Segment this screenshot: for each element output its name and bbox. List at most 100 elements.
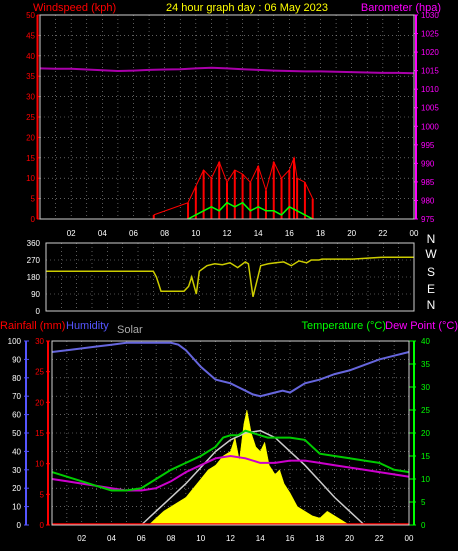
barometer-tick-label: 980 (421, 196, 435, 205)
wind-average-line (187, 201, 314, 220)
wind-speed-series (152, 155, 314, 220)
windspeed-tick-label: 5 (31, 195, 36, 204)
direction-panel-frame (45, 242, 415, 312)
solar-series (140, 409, 365, 526)
temperature-axes: 0 10 20 30 40 50 60 70 80 90 100 0 5 10 15 20 25 30 0 5 10 15… (8, 337, 431, 530)
humidity-tick-label: 10 (12, 503, 21, 512)
windspeed-tick-label: 10 (26, 174, 35, 183)
temperature-tick-label: 35 (421, 360, 430, 369)
temperature-x-tick-label: 10 (196, 534, 205, 543)
windspeed-tick-label: 20 (26, 133, 35, 142)
temperature-line (51, 429, 410, 492)
barometer-axis: 975 980 985 990 995 1000 1005 1010 1015 1020 1025 1… (414, 11, 439, 224)
temperature-tick-label: 10 (421, 475, 430, 484)
barometer-tick-label: 990 (421, 159, 435, 168)
barometer-tick-label: 1025 (421, 30, 439, 39)
windspeed-tick-label: 40 (26, 52, 35, 61)
barometer-tick-label: 1010 (421, 85, 439, 94)
barometer-axis-label: Barometer (hpa) (361, 2, 441, 14)
direction-tick-label: 360 (27, 239, 41, 248)
temperature-x-tick-label: 14 (256, 534, 265, 543)
wind-x-tick-label: 04 (98, 229, 107, 238)
temperature-tick-label: 25 (421, 406, 430, 415)
temperature-tick-label: 0 (421, 521, 426, 530)
windspeed-axis-label: Windspeed (kph) (33, 2, 116, 14)
barometer-tick-label: 995 (421, 141, 435, 150)
barometer-series (39, 66, 415, 75)
wind-x-axis: 02 04 06 08 10 12 14 16 18 20 22 00 (67, 229, 419, 238)
wind-x-tick-label: 06 (129, 229, 138, 238)
wind-x-tick-label: 02 (67, 229, 76, 238)
windspeed-tick-label: 30 (26, 93, 35, 102)
humidity-tick-label: 40 (12, 447, 21, 456)
humidity-tick-label: 80 (12, 374, 21, 383)
rainfall-tick-label: 0 (40, 521, 45, 530)
temperature-x-tick-label: 02 (77, 534, 86, 543)
barometer-tick-label: 1000 (421, 122, 439, 131)
windspeed-tick-label: 35 (26, 72, 35, 81)
rainfall-tick-label: 30 (35, 337, 44, 346)
windspeed-tick-label: 45 (26, 31, 35, 40)
temperature-tick-label: 20 (421, 429, 430, 438)
temperature-x-tick-label: 18 (315, 534, 324, 543)
wind-x-tick-label: 14 (254, 229, 263, 238)
temperature-panel: Rainfall (mm) Humidity Solar Temperature… (0, 320, 458, 543)
temperature-x-tick-label: 12 (226, 534, 235, 543)
compass-letter: N (427, 298, 436, 312)
wind-x-tick-label: 12 (223, 229, 232, 238)
solar-measured-area (148, 409, 351, 526)
wind-x-tick-label: 18 (316, 229, 325, 238)
wind-x-tick-label: 00 (410, 229, 419, 238)
temperature-x-axis: 02 04 06 08 10 12 14 16 18 20 22 00 (77, 534, 414, 543)
direction-tick-label: 90 (31, 290, 40, 299)
humidity-line (51, 341, 410, 398)
direction-axis: 0 90 180 270 360 (27, 239, 41, 316)
windspeed-tick-label: 15 (26, 154, 35, 163)
rainfall-tick-label: 5 (40, 490, 45, 499)
compass-letter: W (425, 247, 437, 261)
compass-letter: N (427, 232, 436, 246)
humidity-tick-label: 70 (12, 392, 21, 401)
wind-panel-frame (39, 14, 415, 220)
temperature-x-tick-label: 06 (137, 534, 146, 543)
temperature-x-tick-label: 04 (107, 534, 116, 543)
windspeed-tick-label: 25 (26, 113, 35, 122)
temperature-panel-frame (51, 340, 410, 526)
direction-tick-label: 180 (27, 273, 41, 282)
barometer-tick-label: 1005 (421, 104, 439, 113)
temperature-x-tick-label: 16 (286, 534, 295, 543)
rainfall-tick-label: 25 (35, 368, 44, 377)
barometer-line (39, 66, 415, 75)
humidity-tick-label: 50 (12, 429, 21, 438)
humidity-tick-label: 60 (12, 411, 21, 420)
direction-tick-label: 270 (27, 256, 41, 265)
windspeed-axis: 0 5 10 15 20 25 30 35 40 45 50 (26, 11, 40, 224)
humidity-tick-label: 0 (17, 521, 22, 530)
wind-x-tick-label: 10 (191, 229, 200, 238)
temperature-tick-label: 15 (421, 452, 430, 461)
temperature-tick-label: 40 (421, 337, 430, 346)
barometer-tick-label: 1015 (421, 67, 439, 76)
temperature-x-tick-label: 22 (375, 534, 384, 543)
windspeed-tick-label: 0 (31, 215, 36, 224)
wind-x-tick-label: 22 (378, 229, 387, 238)
rainfall-axis-label: Rainfall (mm) (0, 320, 65, 332)
temperature-x-tick-label: 00 (405, 534, 414, 543)
humidity-tick-label: 90 (12, 355, 21, 364)
humidity-tick-label: 20 (12, 484, 21, 493)
rainfall-tick-label: 15 (35, 429, 44, 438)
dewpoint-axis-label: Dew Point (°C) (385, 320, 458, 332)
humidity-axis-label: Humidity (66, 320, 109, 332)
humidity-tick-label: 30 (12, 466, 21, 475)
solar-label: Solar (117, 324, 143, 336)
windspeed-tick-label: 50 (26, 11, 35, 20)
solar-theoretical-curve (140, 429, 365, 526)
wind-x-tick-label: 20 (347, 229, 356, 238)
rainfall-tick-label: 20 (35, 398, 44, 407)
dewpoint-line (51, 454, 410, 492)
wind-speed-line (153, 155, 314, 216)
temperature-tick-label: 5 (421, 498, 426, 507)
